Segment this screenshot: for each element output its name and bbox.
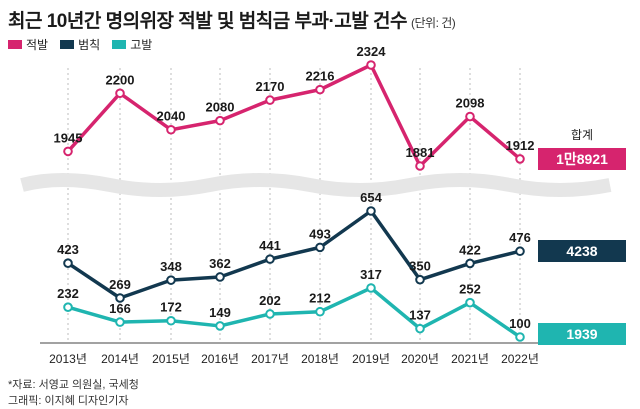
data-point [63,146,73,157]
data-label: 1881 [406,145,435,160]
data-label: 172 [160,300,182,315]
data-point [465,258,475,269]
data-label: 2324 [357,44,387,59]
data-point [366,60,376,70]
data-point [63,302,73,312]
x-tick-label: 2013년 [49,352,87,366]
data-label: 100 [509,316,531,331]
data-label: 654 [360,190,382,205]
legend-label: 고발 [130,38,153,52]
total-box [538,240,626,262]
data-label: 269 [109,277,131,292]
data-point [265,254,275,264]
x-tick-label: 2015년 [152,352,190,366]
data-point [415,323,425,334]
title-text: 최근 10년간 명의위장 적발 및 범칙금 부과·고발 건수 [8,11,408,32]
data-point [515,246,525,257]
data-label: 166 [109,301,131,316]
data-label: 1912 [506,138,535,153]
total-box [538,148,626,170]
data-point [265,95,275,105]
data-point [265,309,275,319]
data-label: 476 [509,230,531,245]
total-value: 4238 [566,243,597,259]
x-tick-label: 2018년 [301,352,339,366]
data-point [415,161,425,171]
data-label: 149 [209,305,231,320]
data-label: 232 [57,286,79,301]
axis-break-band [20,173,612,197]
total-value: 1만8921 [556,151,608,167]
total-box [538,323,626,345]
data-label: 2080 [206,100,235,115]
data-point [215,272,225,282]
x-tick-label: 2014년 [101,352,139,366]
data-label: 2040 [157,109,186,124]
series-line [67,209,521,300]
x-tick-label: 2016년 [201,352,239,366]
data-point [115,293,125,303]
data-point [415,274,425,285]
data-point [315,242,325,253]
legend-swatch-teal [112,40,127,49]
legend-item-penalty: 범칙 [60,36,100,53]
data-label: 212 [309,291,331,306]
legend-item-complaint: 고발 [112,36,152,53]
data-label: 423 [57,242,79,257]
legend-label: 범칙 [78,38,101,52]
unit-label: (단위: 건) [411,16,456,30]
data-label: 317 [360,267,382,282]
data-label: 2098 [456,96,485,111]
x-tick-label: 2022년 [501,352,539,366]
data-point [215,321,225,331]
data-label: 348 [160,259,182,274]
legend-item-violation: 적발 [8,36,48,53]
data-point [366,206,376,216]
data-point [515,154,525,164]
legend: 적발 범칙 고발 [8,36,152,53]
data-point [515,332,525,342]
data-label: 202 [259,293,281,308]
data-label: 422 [459,242,481,257]
x-tick-label: 2021년 [451,352,489,366]
data-label: 1945 [54,130,83,145]
data-point [465,111,475,122]
data-label: 362 [209,256,231,271]
data-label: 137 [409,308,431,323]
data-point [465,297,475,308]
series-line [67,286,521,339]
data-point [315,84,325,95]
source-note: *자료: 서영교 의원실, 국세청 [8,379,139,391]
x-tick-label: 2020년 [401,352,439,366]
data-label: 2216 [306,69,335,84]
data-point [166,124,176,135]
graphic-credit: 그래픽: 이지혜 디자인기자 [8,395,129,407]
data-point [115,317,125,327]
data-label: 2170 [256,79,285,94]
data-label: 441 [259,238,281,253]
total-value: 1939 [566,326,597,342]
data-point [366,283,376,293]
data-label: 2200 [106,72,135,87]
total-heading: 합계 [571,128,593,142]
data-label: 350 [409,259,431,274]
chart-title: 최근 10년간 명의위장 적발 및 범칙금 부과·고발 건수 (단위: 건) [8,6,456,33]
legend-swatch-pink [8,40,22,49]
data-point [63,258,73,269]
legend-label: 적발 [26,38,49,52]
data-point [115,88,125,99]
x-tick-label: 2019년 [352,352,390,366]
legend-swatch-navy [60,40,75,49]
data-point [315,306,325,317]
data-label: 493 [309,226,331,241]
x-tick-label: 2017년 [251,352,289,366]
data-point [166,275,176,285]
data-label: 252 [459,282,481,297]
data-point [215,115,225,126]
data-point [166,315,176,326]
series-line [66,63,522,168]
